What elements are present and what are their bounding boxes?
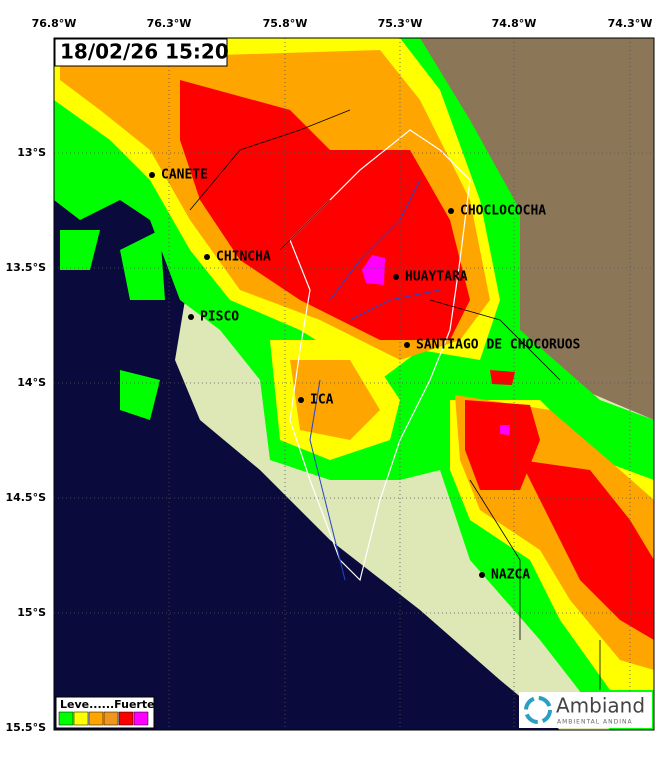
city-marker xyxy=(188,314,194,320)
map-layers xyxy=(54,38,654,730)
legend-label: Leve......Fuerte xyxy=(60,698,155,711)
lon-label: 74.8°W xyxy=(492,17,537,30)
legend-swatch xyxy=(133,711,149,726)
basin-outline xyxy=(289,129,471,582)
city-label: NAZCA xyxy=(491,568,530,583)
city-marker xyxy=(479,572,485,578)
legend-swatch xyxy=(73,711,89,726)
timestamp: 18/02/26 15:20 xyxy=(60,40,229,64)
city-marker xyxy=(393,274,399,280)
lat-label: 13°S xyxy=(17,146,46,159)
city-marker xyxy=(448,208,454,214)
borders xyxy=(189,109,601,690)
lat-label: 15°S xyxy=(17,606,46,619)
lat-label: 14.5°S xyxy=(5,491,46,504)
city-label: ICA xyxy=(310,393,334,408)
city-marker xyxy=(298,397,304,403)
lat-label: 15.5°S xyxy=(5,721,46,734)
highlands xyxy=(420,38,654,420)
rain-intense-2 xyxy=(465,370,654,640)
city-label: CHINCHA xyxy=(216,250,271,265)
city-label: PISCO xyxy=(200,310,239,325)
city-label: HUAYTARA xyxy=(405,270,468,285)
city-label: CHOCLOCOCHA xyxy=(460,204,546,219)
logo-tagline: AMBIENTAL ANDINA xyxy=(557,719,633,726)
timestamp-box xyxy=(54,38,228,67)
lon-label: 76.8°W xyxy=(32,17,77,30)
legend-swatch xyxy=(103,711,119,726)
lon-label: 75.3°W xyxy=(378,17,423,30)
city-marker xyxy=(149,172,155,178)
lon-label: 75.8°W xyxy=(263,17,308,30)
lat-label: 13.5°S xyxy=(5,261,46,274)
city-label: CANETE xyxy=(161,168,208,183)
city-marker xyxy=(204,254,210,260)
rivers xyxy=(309,179,441,581)
legend-swatch xyxy=(88,711,104,726)
frame xyxy=(53,37,655,731)
logo-name: Ambiand xyxy=(556,694,645,718)
city-marker xyxy=(404,342,410,348)
logo-icon xyxy=(524,696,552,724)
graticule xyxy=(54,38,654,730)
lon-label: 76.3°W xyxy=(147,17,192,30)
legend-swatch xyxy=(118,711,134,726)
lat-label: 14°S xyxy=(17,376,46,389)
legend-swatch xyxy=(58,711,74,726)
rain-heavy-2 xyxy=(290,360,654,670)
lon-label: 74.3°W xyxy=(608,17,653,30)
rain-extreme xyxy=(362,255,510,435)
rain-light-patches xyxy=(60,230,165,420)
city-label: SANTIAGO DE CHOCORUOS xyxy=(416,338,581,353)
